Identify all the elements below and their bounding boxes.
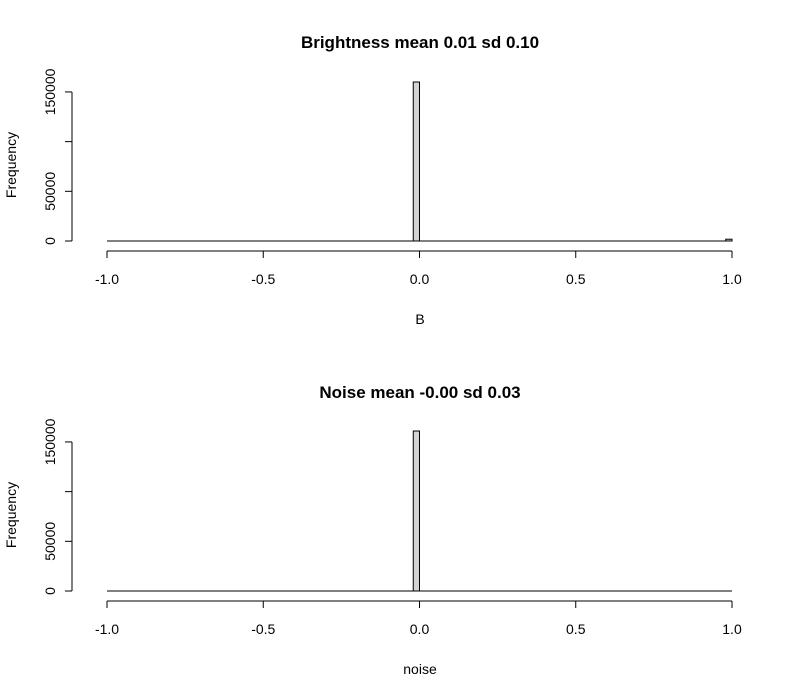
y-axis-label: Frequency — [3, 482, 19, 548]
y-tick-label: 50000 — [42, 522, 58, 561]
y-tick-label: 150000 — [42, 418, 58, 465]
bars-group — [107, 430, 732, 592]
y-axis: 0 50000 150000 — [42, 68, 73, 245]
y-tick-label: 0 — [42, 237, 58, 245]
x-tick-label: -0.5 — [251, 621, 275, 637]
x-tick-label: -0.5 — [251, 271, 275, 287]
x-tick-label: -1.0 — [95, 621, 119, 637]
x-tick-label: 1.0 — [722, 271, 742, 287]
chart-title: Brightness mean 0.01 sd 0.10 — [301, 33, 539, 52]
x-tick-label: -1.0 — [95, 271, 119, 287]
x-tick-label: 0.5 — [566, 271, 586, 287]
histogram-bar — [725, 238, 733, 242]
x-tick-label: 0.0 — [410, 621, 430, 637]
y-tick-label: 50000 — [42, 172, 58, 211]
x-tick-label: 0.5 — [566, 621, 586, 637]
x-axis: -1.0 -0.5 0.0 0.5 1.0 — [95, 600, 742, 637]
histogram-bar — [412, 430, 420, 592]
x-tick-label: 0.0 — [410, 271, 430, 287]
y-tick-label: 150000 — [42, 68, 58, 115]
histogram-panel-noise: Noise mean -0.00 sd 0.03 Frequency noise… — [3, 383, 742, 677]
y-tick-label: 0 — [42, 587, 58, 595]
x-axis: -1.0 -0.5 0.0 0.5 1.0 — [95, 250, 742, 287]
x-axis-label: noise — [403, 661, 437, 677]
histogram-panel-brightness: Brightness mean 0.01 sd 0.10 Frequency B… — [3, 33, 742, 327]
chart-title: Noise mean -0.00 sd 0.03 — [319, 383, 520, 402]
histogram-bar — [412, 81, 420, 242]
x-tick-label: 1.0 — [722, 621, 742, 637]
bars-group — [107, 81, 733, 242]
y-axis-label: Frequency — [3, 132, 19, 198]
y-axis: 0 50000 150000 — [42, 418, 73, 595]
x-axis-label: B — [415, 311, 424, 327]
